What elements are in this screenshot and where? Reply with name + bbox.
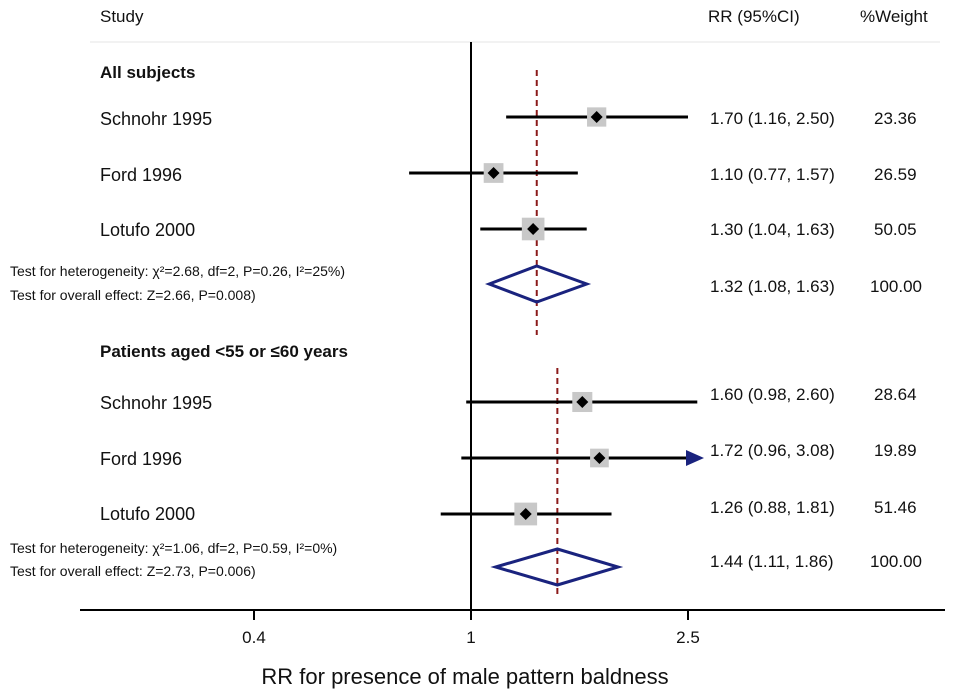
ci-truncation-arrow	[686, 450, 704, 466]
weight-text-pooled: 100.00	[870, 277, 922, 296]
point-estimate	[527, 223, 540, 235]
point-estimate	[590, 111, 603, 123]
pooled-diamond	[484, 264, 592, 304]
ci-text: 1.30 (1.04, 1.63)	[710, 220, 835, 239]
point-estimate	[519, 508, 532, 520]
weight-text: 26.59	[874, 165, 917, 184]
ci-text: 1.70 (1.16, 2.50)	[710, 109, 835, 128]
ci-text: 1.10 (0.77, 1.57)	[710, 165, 835, 184]
weight-text: 50.05	[874, 220, 917, 239]
ci-text: 1.72 (0.96, 3.08)	[710, 441, 835, 460]
point-estimate	[593, 452, 606, 464]
x-tick-label: 2.5	[676, 628, 700, 647]
pooled-diamond	[490, 547, 624, 587]
study-label: Schnohr 1995	[100, 393, 212, 413]
point-estimate	[487, 167, 500, 179]
header-study: Study	[100, 7, 144, 26]
x-tick-label: 1	[466, 628, 475, 647]
header-rr: RR (95%CI)	[708, 7, 800, 26]
study-label: Schnohr 1995	[100, 109, 212, 129]
group-title-young: Patients aged <55 or ≤60 years	[100, 342, 348, 361]
study-label: Ford 1996	[100, 449, 182, 469]
ci-text-pooled: 1.32 (1.08, 1.63)	[710, 277, 835, 296]
x-axis-label: RR for presence of male pattern baldness	[261, 664, 668, 689]
ci-text: 1.26 (0.88, 1.81)	[710, 498, 835, 517]
study-label: Lotufo 2000	[100, 220, 195, 240]
ci-text-pooled: 1.44 (1.11, 1.86)	[710, 552, 834, 571]
weight-text: 51.46	[874, 498, 917, 517]
weight-text: 28.64	[874, 385, 917, 404]
study-label: Lotufo 2000	[100, 504, 195, 524]
header-weight: %Weight	[860, 7, 928, 26]
ci-text: 1.60 (0.98, 2.60)	[710, 385, 835, 404]
x-tick-label: 0.4	[242, 628, 266, 647]
weight-text-pooled: 100.00	[870, 552, 922, 571]
heterogeneity-text: Test for heterogeneity: χ²=1.06, df=2, P…	[10, 540, 337, 556]
group-title-all-subjects: All subjects	[100, 63, 195, 82]
weight-text: 23.36	[874, 109, 917, 128]
study-label: Ford 1996	[100, 165, 182, 185]
weight-text: 19.89	[874, 441, 917, 460]
overall-effect-text: Test for overall effect: Z=2.66, P=0.008…	[10, 287, 256, 303]
heterogeneity-text: Test for heterogeneity: χ²=2.68, df=2, P…	[10, 263, 345, 279]
overall-effect-text: Test for overall effect: Z=2.73, P=0.006…	[10, 563, 256, 579]
point-estimate	[576, 396, 589, 408]
